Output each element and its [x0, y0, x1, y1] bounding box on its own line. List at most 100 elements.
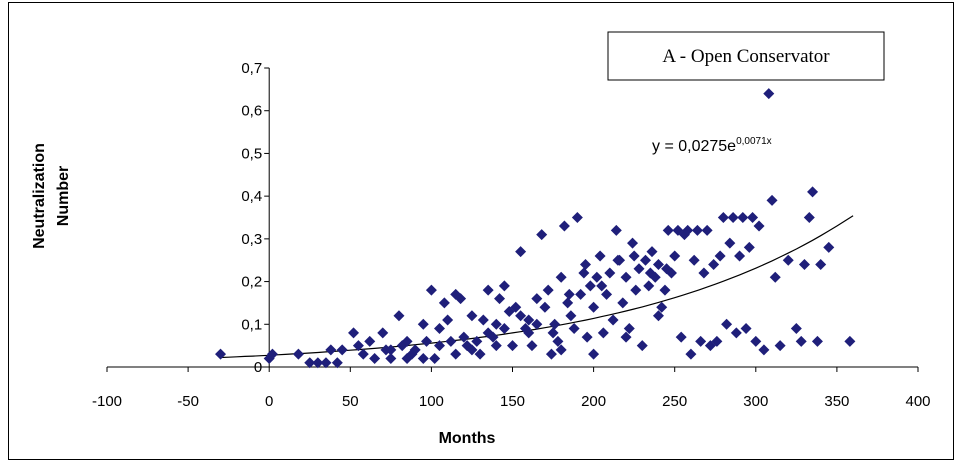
data-point [698, 267, 710, 279]
data-point [336, 344, 348, 356]
data-point [623, 323, 635, 335]
y-axis-title-line2: Number [55, 166, 72, 226]
data-point [215, 348, 227, 360]
data-point [562, 297, 574, 309]
data-point [633, 263, 645, 275]
data-point [458, 331, 470, 343]
data-point [536, 229, 548, 241]
data-point [617, 297, 629, 309]
data-point [737, 212, 749, 223]
data-point [803, 212, 815, 223]
data-point [578, 267, 590, 279]
data-point [331, 357, 343, 369]
y-tick-label: 0,1 [241, 316, 262, 333]
data-point [575, 288, 587, 300]
data-point [558, 220, 570, 232]
data-point [555, 271, 567, 283]
data-point [320, 357, 332, 369]
data-point [409, 344, 421, 356]
data-point [523, 327, 535, 339]
trendline-equation: y = 0,0275e0,0071x [652, 136, 772, 155]
x-tick-label: -50 [177, 393, 199, 410]
data-point [652, 258, 664, 270]
data-point [596, 280, 608, 292]
y-tick-label: 0,7 [241, 60, 262, 77]
y-tick-label: 0 [254, 359, 262, 376]
data-point [477, 314, 489, 326]
data-point [636, 340, 648, 352]
data-point [563, 288, 575, 300]
data-point [482, 284, 494, 296]
x-tick-label: 50 [342, 393, 359, 410]
data-point [364, 335, 376, 347]
data-point [740, 323, 752, 335]
data-point [438, 297, 450, 309]
data-point [750, 335, 762, 347]
trendline-equation-exponent: 0,0071x [736, 136, 772, 147]
axes-layer: 0 0,1 0,2 0,3 0,4 0,5 0,6 0,7 -100 -50 0 50 100 150 20… [92, 60, 931, 410]
data-point [507, 340, 518, 352]
data-point [628, 250, 640, 262]
x-tick-label: 300 [743, 393, 768, 410]
data-point [630, 284, 642, 296]
data-point [579, 258, 591, 270]
data-point [474, 348, 486, 360]
data-point [429, 352, 441, 364]
data-point [445, 335, 457, 347]
data-point [304, 357, 316, 369]
data-point [758, 344, 770, 356]
data-point [610, 224, 622, 236]
data-point [466, 310, 478, 322]
trendline-equation-main: y = 0,0275e [652, 138, 736, 155]
data-point [471, 335, 483, 347]
y-tick-label: 0,6 [241, 103, 262, 120]
data-point [734, 250, 746, 262]
data-point [747, 212, 759, 223]
data-point [545, 348, 557, 360]
legend-box-text: A - Open Conservator [662, 46, 830, 67]
data-point [774, 340, 786, 352]
data-point [769, 271, 781, 283]
data-point [547, 327, 559, 339]
data-point [620, 271, 632, 283]
data-point [588, 301, 600, 313]
x-tick-label: 250 [662, 393, 687, 410]
data-point [807, 186, 819, 198]
trendline-layer [220, 215, 854, 359]
data-point [531, 293, 543, 305]
data-point [711, 335, 723, 347]
data-point [417, 352, 429, 364]
data-point [515, 310, 527, 322]
data-point [695, 335, 707, 347]
data-point [811, 335, 823, 347]
x-tick-label: 350 [824, 393, 849, 410]
data-point [721, 318, 733, 330]
data-point [815, 258, 827, 270]
x-tick-label: 100 [419, 393, 444, 410]
data-point [644, 267, 656, 279]
data-point [594, 250, 606, 262]
data-point [743, 241, 755, 253]
x-tick-label: 0 [265, 393, 273, 410]
data-point [612, 254, 624, 266]
data-point [434, 340, 446, 352]
data-point [515, 246, 527, 258]
x-tick-label: 150 [500, 393, 525, 410]
data-point [425, 284, 437, 296]
data-point [640, 254, 652, 266]
data-point [552, 335, 564, 347]
data-point [607, 314, 619, 326]
legend-box [607, 31, 885, 81]
data-point [455, 293, 467, 305]
data-point [643, 280, 655, 292]
data-point [766, 194, 778, 206]
data-point [844, 335, 856, 347]
data-point [753, 220, 765, 232]
data-point [393, 310, 405, 322]
data-point [466, 344, 478, 356]
data-point [498, 323, 510, 335]
data-point [790, 323, 802, 335]
data-point [724, 237, 736, 249]
data-point [292, 348, 304, 360]
